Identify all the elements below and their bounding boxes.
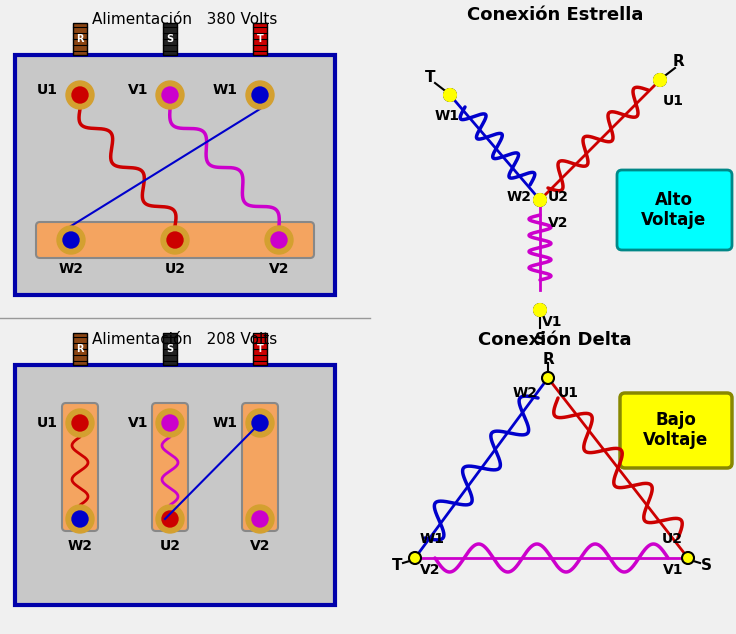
FancyBboxPatch shape [15,55,335,295]
Circle shape [156,505,184,533]
Text: S: S [166,34,174,44]
Circle shape [246,409,274,437]
Text: U1: U1 [37,416,58,430]
Circle shape [66,409,94,437]
Text: V2: V2 [420,563,441,577]
Text: R: R [77,344,84,354]
Circle shape [271,232,287,248]
Text: U1: U1 [37,83,58,97]
Text: W1: W1 [213,83,238,97]
Circle shape [72,415,88,431]
Text: V2: V2 [250,539,270,553]
FancyBboxPatch shape [253,23,267,55]
Text: Conexión Estrella: Conexión Estrella [467,6,643,24]
FancyBboxPatch shape [73,333,87,365]
Text: W1: W1 [213,416,238,430]
Text: W1: W1 [434,109,459,123]
Text: U2: U2 [662,532,683,546]
Text: T: T [425,70,435,84]
Text: V1: V1 [542,315,562,329]
Circle shape [167,232,183,248]
FancyBboxPatch shape [617,170,732,250]
Circle shape [682,552,694,564]
Circle shape [534,304,546,316]
Circle shape [265,226,293,254]
Text: U2: U2 [548,190,569,204]
Circle shape [72,511,88,527]
Text: V2: V2 [269,262,289,276]
Text: Alimentación   208 Volts: Alimentación 208 Volts [93,332,277,347]
Text: V1: V1 [127,416,148,430]
Text: T: T [392,559,403,574]
Circle shape [162,511,178,527]
Text: T: T [257,34,263,44]
Circle shape [162,415,178,431]
Text: R: R [672,55,684,70]
Text: U1: U1 [558,386,579,400]
Circle shape [156,81,184,109]
Circle shape [542,372,554,384]
Text: U2: U2 [165,262,185,276]
Text: U2: U2 [160,539,180,553]
FancyBboxPatch shape [620,393,732,468]
Circle shape [66,81,94,109]
Text: W1: W1 [420,532,445,546]
Circle shape [252,415,268,431]
FancyBboxPatch shape [36,222,314,258]
Circle shape [246,505,274,533]
Text: V2: V2 [548,216,568,230]
Text: S: S [534,332,545,347]
FancyBboxPatch shape [163,333,177,365]
Text: S: S [701,559,712,574]
Text: V1: V1 [662,563,683,577]
Circle shape [66,505,94,533]
Text: Conexión Delta: Conexión Delta [478,331,631,349]
Text: Alto
Voltaje: Alto Voltaje [641,191,707,230]
Text: W2: W2 [513,386,538,400]
Circle shape [252,511,268,527]
Text: Bajo
Voltaje: Bajo Voltaje [643,411,709,450]
Text: R: R [542,353,554,368]
Circle shape [156,409,184,437]
Text: S: S [166,344,174,354]
FancyBboxPatch shape [253,333,267,365]
Circle shape [161,226,189,254]
Circle shape [63,232,79,248]
Circle shape [72,87,88,103]
Circle shape [246,81,274,109]
Text: R: R [77,34,84,44]
Text: W2: W2 [68,539,93,553]
Circle shape [252,87,268,103]
Circle shape [654,74,666,86]
Text: V1: V1 [127,83,148,97]
Circle shape [534,194,546,206]
FancyBboxPatch shape [62,403,98,531]
Text: T: T [257,344,263,354]
FancyBboxPatch shape [73,23,87,55]
FancyBboxPatch shape [163,23,177,55]
FancyBboxPatch shape [242,403,278,531]
FancyBboxPatch shape [152,403,188,531]
FancyBboxPatch shape [15,365,335,605]
Text: U1: U1 [663,94,684,108]
Text: W2: W2 [507,190,532,204]
Circle shape [444,89,456,101]
Circle shape [57,226,85,254]
Circle shape [409,552,421,564]
Text: W2: W2 [58,262,83,276]
Circle shape [162,87,178,103]
Text: Alimentación   380 Volts: Alimentación 380 Volts [92,13,277,27]
